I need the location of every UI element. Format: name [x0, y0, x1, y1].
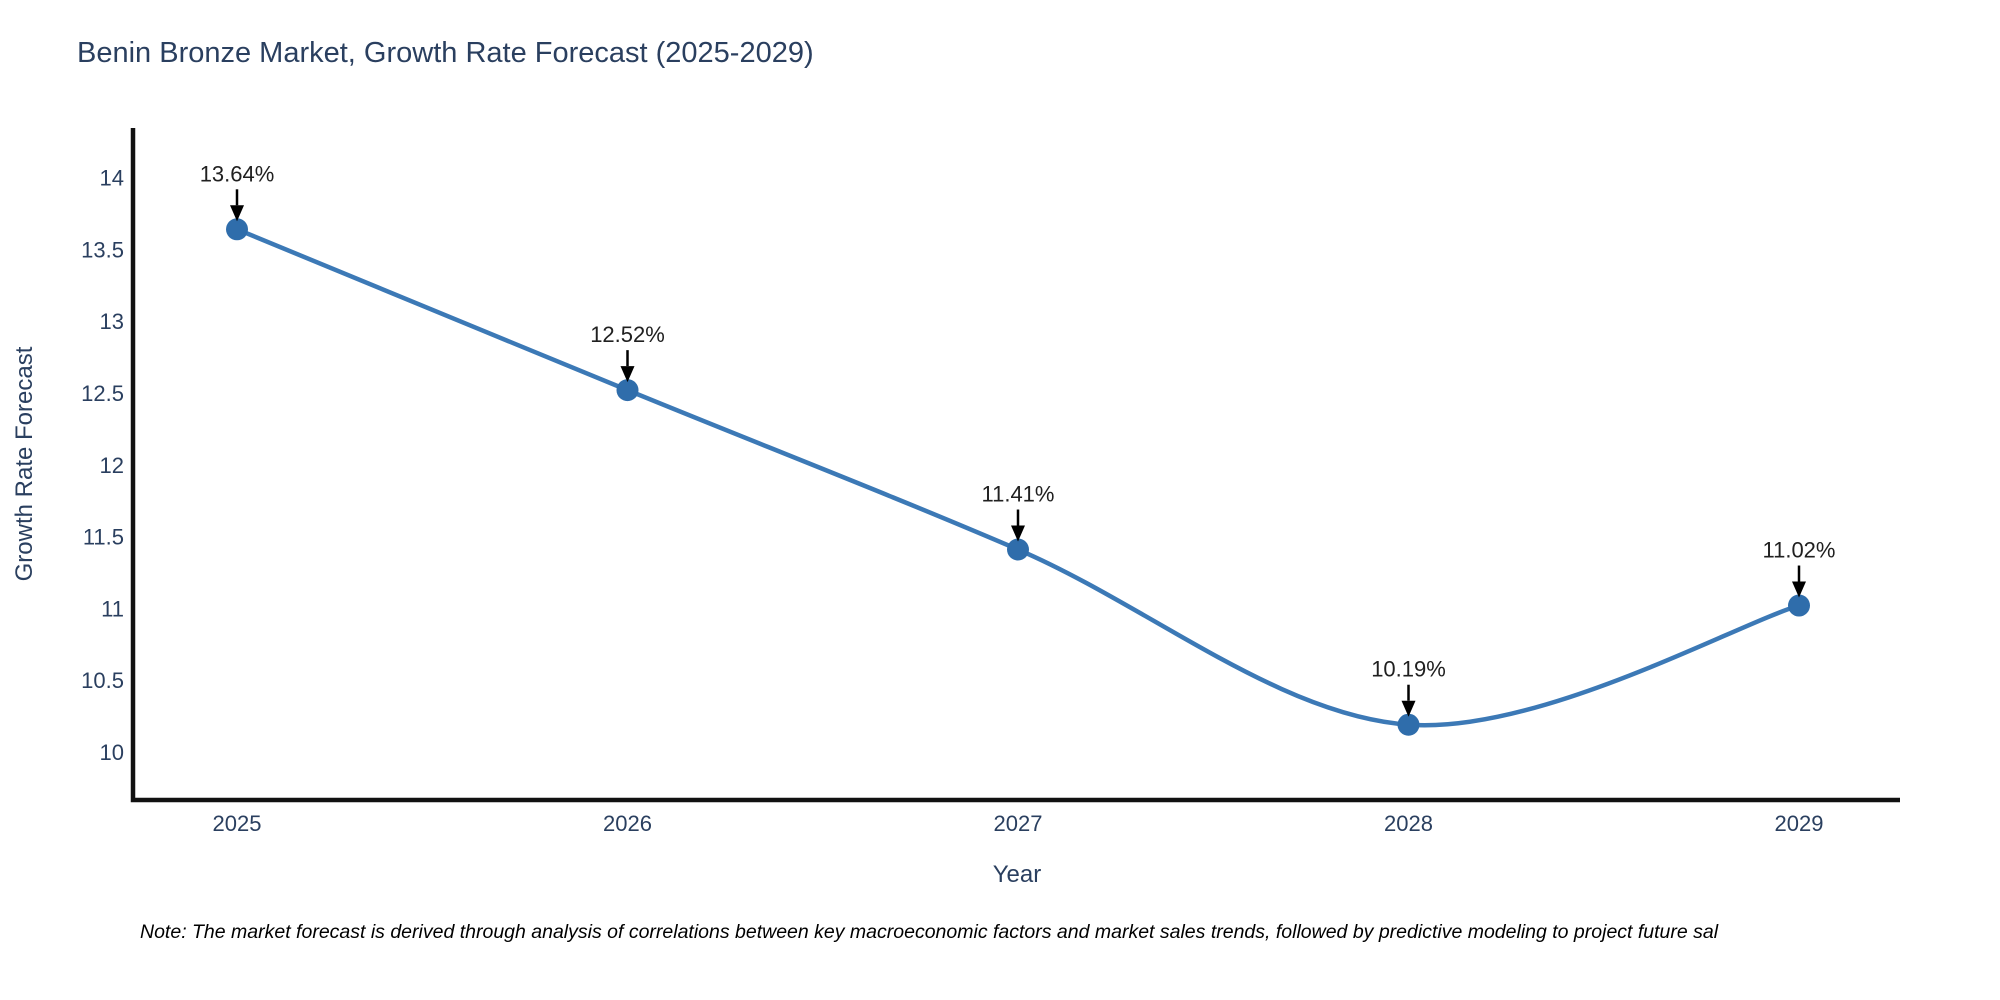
y-tick-label: 13.5	[81, 237, 124, 262]
axis-lines	[130, 128, 1900, 803]
data-point	[1007, 538, 1029, 561]
point-label: 10.19%	[1371, 657, 1446, 682]
forecast-line	[234, 227, 1802, 728]
annotation-arrow-head	[620, 366, 635, 383]
data-point	[1397, 713, 1420, 736]
y-tick-label: 12	[100, 453, 124, 478]
y-tick-label: 11.5	[83, 525, 124, 550]
annotation-arrow-head	[1011, 525, 1025, 542]
y-tick-label: 12.5	[81, 381, 124, 406]
x-tick-label: 2027	[994, 811, 1043, 836]
y-tick-label: 10.5	[81, 668, 124, 693]
data-point	[226, 218, 248, 241]
data-point	[616, 379, 639, 402]
point-label: 11.02%	[1763, 538, 1836, 563]
x-tick-label: 2028	[1384, 811, 1433, 836]
y-tick-label: 11	[101, 596, 124, 621]
chart-title: Benin Bronze Market, Growth Rate Forecas…	[77, 37, 814, 69]
x-axis-title: Year	[992, 861, 1042, 888]
footnote: Note: The market forecast is derived thr…	[140, 921, 1719, 943]
data-point	[1788, 594, 1810, 617]
annotation-arrow-head	[1792, 581, 1806, 598]
y-tick-label: 13	[100, 309, 124, 334]
x-tick-label: 2029	[1775, 811, 1824, 836]
x-tick-label: 2026	[603, 811, 652, 836]
x-tick-label: 2025	[213, 811, 262, 836]
point-label: 13.64%	[200, 161, 275, 186]
y-tick-label: 14	[100, 166, 124, 191]
annotation-arrow-head	[230, 205, 244, 222]
annotation-arrow-head	[1401, 700, 1416, 717]
point-label: 11.41%	[982, 482, 1055, 507]
y-tick-label: 10	[100, 740, 124, 765]
point-label: 12.52%	[590, 322, 665, 347]
